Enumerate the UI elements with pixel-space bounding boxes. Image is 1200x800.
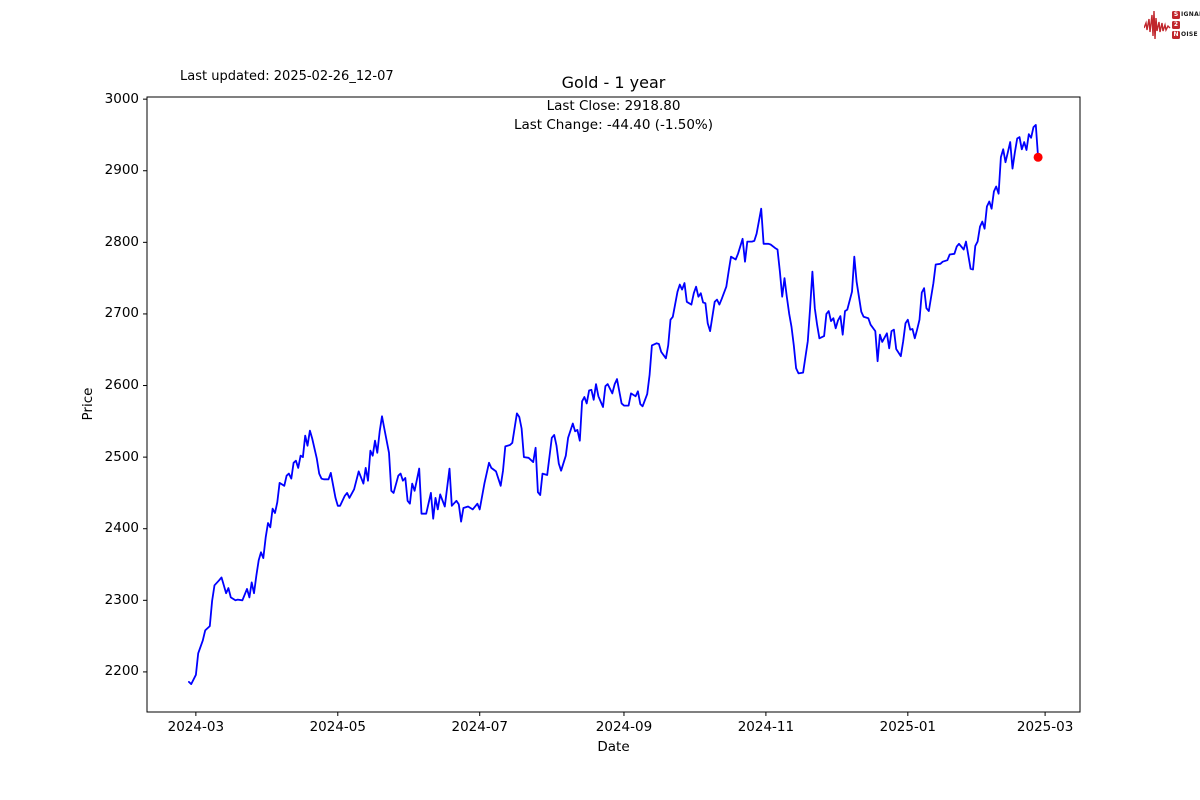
y-tick-label: 2600 <box>104 377 139 394</box>
logo-letter-n: N <box>1172 30 1180 39</box>
y-tick-label: 2300 <box>104 591 139 608</box>
logo-letter-s: S <box>1172 10 1180 19</box>
logo-row-signal: S IGNAL <box>1172 10 1200 19</box>
logo-word-ignal: IGNAL <box>1181 11 1200 18</box>
y-tick-label: 2900 <box>104 162 139 179</box>
y-tick-label: 2200 <box>104 663 139 680</box>
x-tick-label: 2024-09 <box>595 719 653 735</box>
x-tick-label: 2024-03 <box>167 719 225 735</box>
plot-frame <box>146 96 1081 713</box>
price-line <box>187 124 1039 685</box>
signal2noise-logo: S IGNAL 2 N OISE <box>1144 6 1200 44</box>
logo-row-2: 2 <box>1172 20 1200 29</box>
last-price-marker <box>1033 152 1043 162</box>
logo-letter-2: 2 <box>1172 20 1180 29</box>
logo-text: S IGNAL 2 N OISE <box>1172 10 1200 40</box>
y-tick-label: 3000 <box>104 90 139 107</box>
x-tick-label: 2025-01 <box>879 719 937 735</box>
last-updated-text: Last updated: 2025-02-26_12-07 <box>180 69 394 84</box>
x-tick-label: 2024-07 <box>451 719 508 735</box>
y-tick-label: 2400 <box>104 520 139 537</box>
page-title: Gold - 1 year <box>561 73 666 92</box>
waveform-icon <box>1144 10 1171 40</box>
x-tick-label: 2024-11 <box>737 719 795 735</box>
x-tick-label: 2025-03 <box>1016 719 1074 735</box>
x-tick-label: 2024-05 <box>309 719 366 735</box>
logo-word-oise: OISE <box>1181 31 1198 38</box>
last-change-text: Last Change: -44.40 (-1.50%) <box>513 117 714 133</box>
y-tick-label: 2500 <box>104 448 139 465</box>
last-close-text: Last Close: 2918.80 <box>546 98 681 114</box>
logo-row-noise: N OISE <box>1172 30 1200 39</box>
x-axis-label: Date <box>597 739 630 755</box>
y-tick-label: 2800 <box>104 233 139 250</box>
y-tick-label: 2700 <box>104 305 139 322</box>
